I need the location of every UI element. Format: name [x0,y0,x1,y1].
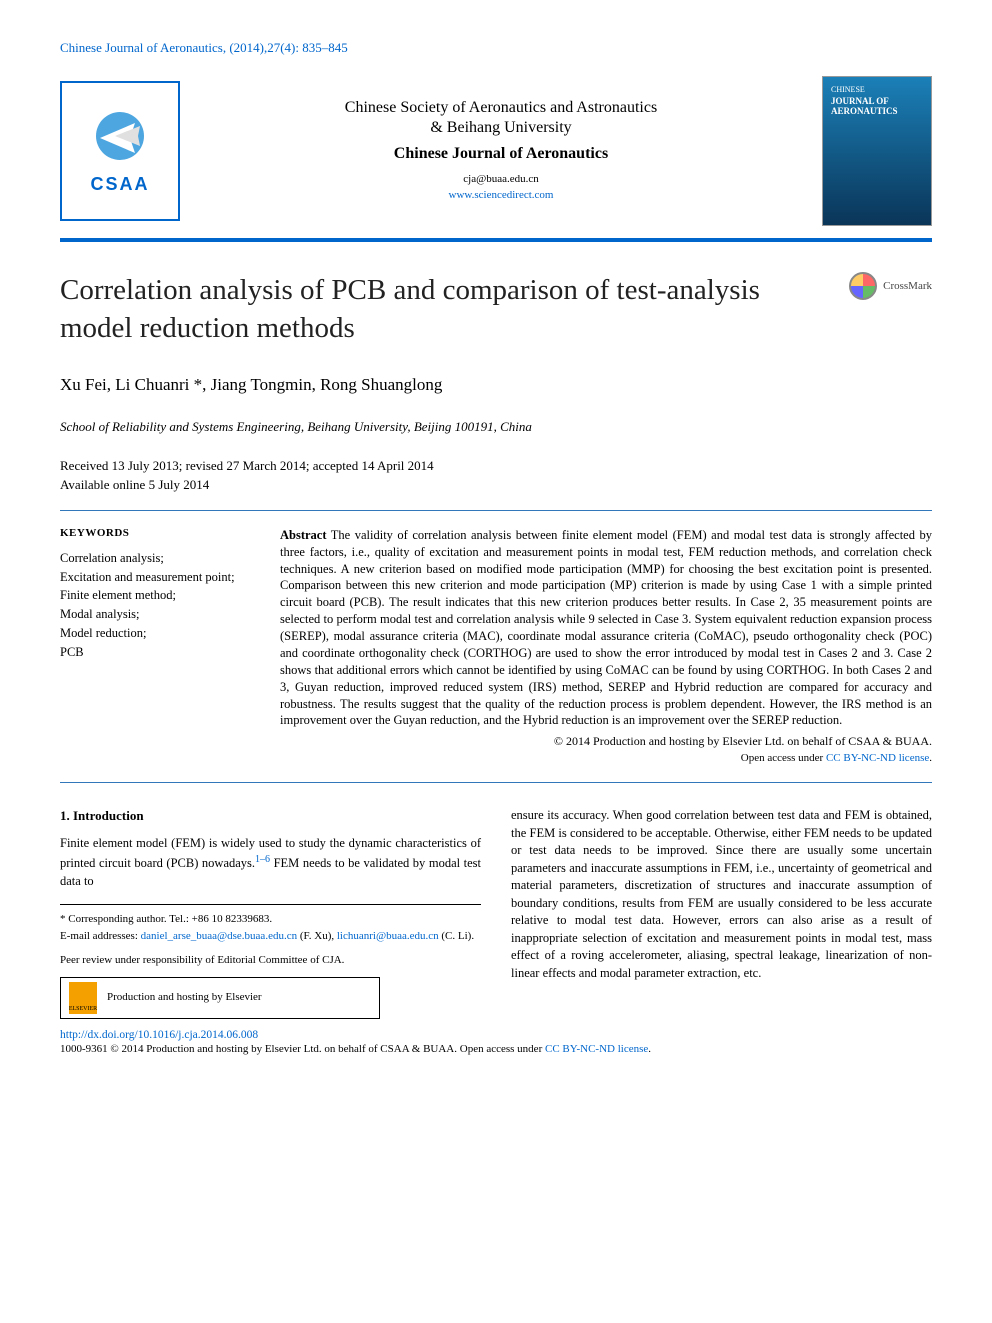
doi-link[interactable]: http://dx.doi.org/10.1016/j.cja.2014.06.… [60,1029,258,1041]
divider-below-abstract [60,782,932,783]
title-row: Correlation analysis of PCB and comparis… [60,272,932,347]
keywords-block: KEYWORDS Correlation analysis; Excitatio… [60,527,250,767]
crossmark-label: CrossMark [883,280,932,292]
emails-label: E-mail addresses: [60,930,141,942]
journal-email: cja@buaa.edu.cn [180,173,822,185]
abstract-text: The validity of correlation analysis bet… [280,528,932,728]
intro-right-paragraph: ensure its accuracy. When good correlati… [511,807,932,982]
issn-open-prefix: Open access under [460,1043,545,1055]
intro-right-column: ensure its accuracy. When good correlati… [511,807,932,1018]
authors: Xu Fei, Li Chuanri *, Jiang Tongmin, Ron… [60,375,932,395]
license-link[interactable]: CC BY-NC-ND license [826,752,929,764]
article-dates: Received 13 July 2013; revised 27 March … [60,457,932,493]
introduction-section: 1. Introduction Finite element model (FE… [60,807,932,1018]
email-link-1[interactable]: daniel_arse_buaa@dse.buaa.edu.cn [141,930,297,942]
citation-link-1-6[interactable]: 1–6 [255,854,270,865]
issn-license-link[interactable]: CC BY-NC-ND license [545,1043,648,1055]
abstract-label: Abstract [280,528,327,542]
keywords-abstract-section: KEYWORDS Correlation analysis; Excitatio… [60,527,932,767]
issn-suffix: . [648,1043,651,1055]
license-line: Open access under CC BY-NC-ND license. [280,751,932,766]
logo-acronym: CSAA [90,174,149,195]
abstract-block: Abstract The validity of correlation ana… [280,527,932,767]
footnote-block: * Corresponding author. Tel.: +86 10 823… [60,904,481,1019]
header-divider [60,238,932,242]
introduction-heading: 1. Introduction [60,807,481,825]
journal-cover-thumbnail: CHINESE JOURNAL OF AERONAUTICS [822,76,932,226]
license-prefix: Open access under [741,752,826,764]
plane-icon [90,108,150,168]
cover-title: JOURNAL OF AERONAUTICS [831,96,923,116]
elsevier-mini-logo: ELSEVIER [69,982,97,1014]
article-title: Correlation analysis of PCB and comparis… [60,272,760,347]
author-name-2: (C. Li). [439,930,474,942]
dates-line-2: Available online 5 July 2014 [60,476,932,494]
license-suffix: . [929,752,932,764]
journal-reference: Chinese Journal of Aeronautics, (2014),2… [60,40,932,56]
issn-number: 1000-9361 [60,1043,110,1055]
dates-line-1: Received 13 July 2013; revised 27 March … [60,457,932,475]
header-center: Chinese Society of Aeronautics and Astro… [180,99,822,203]
affiliation: School of Reliability and Systems Engine… [60,419,932,435]
crossmark-icon [849,272,877,300]
intro-left-paragraph: Finite element model (FEM) is widely use… [60,835,481,890]
divider-above-abstract [60,510,932,511]
doi-line: http://dx.doi.org/10.1016/j.cja.2014.06.… [60,1029,932,1041]
author-name-1: (F. Xu), [297,930,337,942]
journal-website-link[interactable]: www.sciencedirect.com [449,189,554,201]
keywords-list: Correlation analysis; Excitation and mea… [60,549,250,662]
copyright-line: © 2014 Production and hosting by Elsevie… [280,733,932,749]
corresponding-author: * Corresponding author. Tel.: +86 10 823… [60,911,481,928]
production-hosting-text: Production and hosting by Elsevier [107,989,262,1006]
header-block: CSAA Chinese Society of Aeronautics and … [60,76,932,226]
society-line-2: & Beihang University [180,119,822,137]
intro-left-column: 1. Introduction Finite element model (FE… [60,807,481,1018]
peer-review-statement: Peer review under responsibility of Edit… [60,952,481,969]
crossmark-badge[interactable]: CrossMark [849,272,932,300]
issn-copyright: © 2014 Production and hosting by Elsevie… [110,1043,459,1055]
cover-sub: CHINESE [831,85,923,94]
keywords-heading: KEYWORDS [60,527,250,539]
csaa-logo: CSAA [60,81,180,221]
email-addresses-line: E-mail addresses: daniel_arse_buaa@dse.b… [60,928,481,945]
society-line-1: Chinese Society of Aeronautics and Astro… [180,99,822,117]
email-link-2[interactable]: lichuanri@buaa.edu.cn [337,930,439,942]
issn-line: 1000-9361 © 2014 Production and hosting … [60,1043,932,1055]
journal-name: Chinese Journal of Aeronautics [180,145,822,163]
production-hosting-box: ELSEVIER Production and hosting by Elsev… [60,977,380,1019]
